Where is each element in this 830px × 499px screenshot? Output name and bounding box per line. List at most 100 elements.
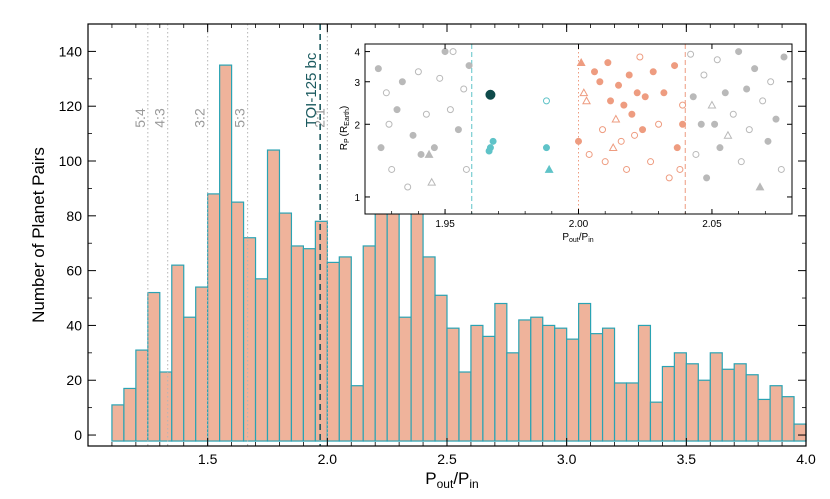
inset-y-title-main: R <box>339 143 350 150</box>
inset-point <box>721 89 729 97</box>
inset-point <box>631 131 639 139</box>
histogram-bar <box>231 201 245 442</box>
inset-point <box>687 50 695 58</box>
histogram-bar <box>278 212 293 442</box>
histogram-bars <box>111 64 807 442</box>
histogram-bar <box>219 64 233 442</box>
inset-point <box>671 62 679 70</box>
inset-point <box>393 106 401 114</box>
histogram-bar <box>494 302 508 442</box>
histogram-bar <box>661 365 675 442</box>
histogram-bar <box>589 333 604 442</box>
inset-point <box>422 110 430 118</box>
histogram-bar <box>542 324 556 442</box>
resonance-label: 5:3 <box>232 108 248 128</box>
x-tick-label: 3.0 <box>557 451 577 467</box>
histogram-bar <box>625 382 640 442</box>
y-tick-label: 20 <box>66 372 82 388</box>
inset-point <box>745 126 753 134</box>
x-tick-label: 1.5 <box>198 451 218 467</box>
inset-point <box>388 165 396 173</box>
inset-point <box>377 144 385 152</box>
resonance-label: 5:4 <box>132 108 148 128</box>
inset-point <box>751 65 759 73</box>
inset-point-triangle <box>755 182 765 191</box>
histogram-bar <box>183 316 197 442</box>
inset-point <box>441 48 449 56</box>
y-tick-label: 140 <box>59 43 83 59</box>
resonance-label: 4:3 <box>152 108 168 128</box>
inset-point-triangle <box>608 143 618 152</box>
toi-125-point <box>485 89 496 100</box>
inset-point <box>542 144 550 152</box>
histogram-bar <box>147 291 161 442</box>
inset-point <box>409 131 417 139</box>
inset-point <box>604 59 612 67</box>
histogram-bar <box>458 371 472 442</box>
histogram-bar <box>793 423 807 442</box>
histogram-bar <box>637 324 652 442</box>
x-axis-title-main: P <box>425 469 436 488</box>
inset-y-title: RP(REarth) <box>339 106 351 151</box>
histogram-bar <box>135 349 149 442</box>
histogram-bar <box>745 374 759 442</box>
histogram-bar <box>386 198 400 442</box>
inset-point <box>382 89 390 97</box>
y-tick-label: 120 <box>59 98 83 114</box>
resonance-label: 2:1 <box>311 108 327 128</box>
inset-point <box>601 158 609 166</box>
inset-x-ticks: 1.95 2.00 2.05 <box>391 44 793 230</box>
inset-point <box>385 120 393 128</box>
inset-point <box>700 71 708 79</box>
inset-point <box>729 110 737 118</box>
inset-point <box>780 53 788 61</box>
histogram-bar <box>613 382 628 442</box>
inset-x-title-sub2: in <box>588 237 594 244</box>
x-tick-label: 2.0 <box>318 451 338 467</box>
inset-point <box>599 126 607 134</box>
histogram-bar <box>685 363 699 442</box>
inset-point-triangle <box>424 149 434 158</box>
y-axis-ticks: 0 20 40 60 80 100 120 140 <box>59 43 806 443</box>
x-tick-label: 2.5 <box>437 451 457 467</box>
inset-point <box>615 81 623 89</box>
inset-y-title-sub: P <box>344 138 351 143</box>
inset-x-title: Pout/Pin <box>562 232 593 244</box>
inset-point <box>607 97 615 105</box>
x-axis-title-sub2: in <box>469 477 478 491</box>
y-tick-label: 60 <box>66 263 82 279</box>
histogram-bar <box>578 302 592 442</box>
inset-point-triangle <box>427 177 437 186</box>
y-tick-label: 0 <box>74 427 82 443</box>
histogram-bar <box>195 286 209 442</box>
inset-point <box>649 68 657 76</box>
histogram-bar <box>111 404 125 442</box>
y-tick-label: 40 <box>66 317 82 333</box>
inset-point <box>617 137 625 145</box>
inset-point <box>764 137 772 145</box>
histogram-bar <box>781 396 795 442</box>
histogram-bar <box>482 335 496 442</box>
histogram-bar <box>242 237 257 442</box>
histogram-bar <box>434 294 448 442</box>
inset-point-triangle <box>611 114 621 123</box>
inset-point <box>398 78 406 86</box>
histogram-bar <box>398 316 412 442</box>
histogram-bar <box>171 264 185 442</box>
inset-y-title-close: ) <box>339 106 350 109</box>
inset-point <box>489 137 497 145</box>
inset-point-triangle <box>544 164 554 173</box>
histogram-bar <box>159 371 173 442</box>
inset-y-title-sub2: Earth <box>344 109 351 126</box>
histogram-bar <box>302 248 316 442</box>
histogram-bar <box>601 327 616 442</box>
histogram-bar <box>374 196 388 442</box>
inset-point <box>460 85 468 93</box>
inset-point <box>585 150 593 158</box>
inset-point <box>485 147 493 155</box>
inset-point <box>374 65 382 73</box>
